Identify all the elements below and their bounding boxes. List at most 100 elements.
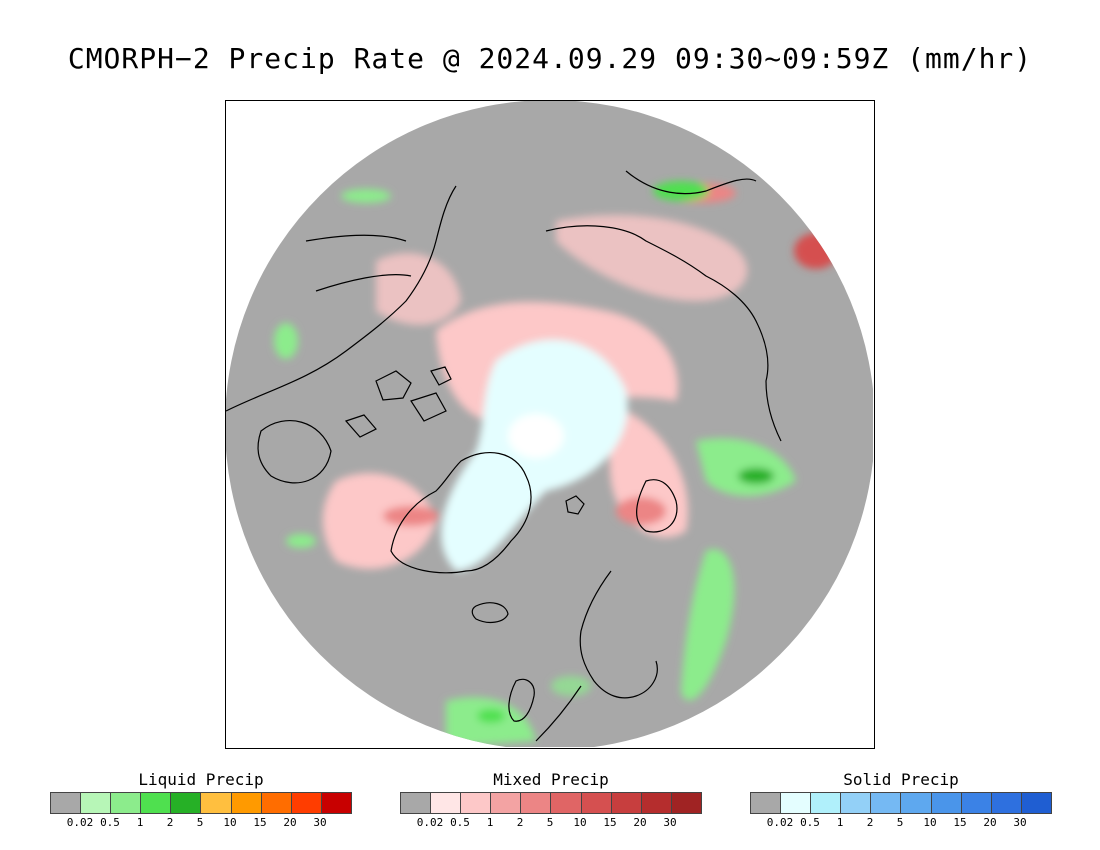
europe-coast [535, 685, 582, 742]
legend-tick-label: 15 [953, 816, 967, 829]
legend-tick-label: 1 [486, 816, 494, 829]
precip-area-canada-mixed [376, 253, 461, 325]
legend-swatch [51, 793, 82, 813]
legend-swatch [171, 793, 202, 813]
legend-swatch [811, 793, 842, 813]
precip-area-kamchatka-mixed-heavy [794, 233, 838, 269]
legend-swatch [781, 793, 812, 813]
legend-tick-label: 5 [196, 816, 204, 829]
map-frame [225, 100, 875, 749]
precip-area-davis-mixed-heavy [383, 506, 439, 526]
legend-colorbar [400, 792, 702, 814]
canadian-archipelago [344, 366, 452, 438]
precip-area-hudson-liquid [274, 323, 298, 359]
legend-swatch [261, 793, 292, 813]
legend-swatch [491, 793, 522, 813]
legend-swatch [551, 793, 582, 813]
legend-swatch [461, 793, 492, 813]
legend-swatch [141, 793, 172, 813]
legend-ticks: 0.02 0.5 1 2 5 10 15 20 30 [400, 814, 702, 829]
legend-tick-label: 30 [1013, 816, 1027, 829]
legend-tick-label: 0.02 [766, 816, 794, 829]
legend-tick-label: 1 [836, 816, 844, 829]
legend-tick-label: 1 [136, 816, 144, 829]
legend-tick-label: 5 [896, 816, 904, 829]
legend-swatch [901, 793, 932, 813]
precip-area-siberia-liquid-heavy [738, 468, 774, 484]
siberia-coast [545, 225, 782, 442]
legend-swatch [81, 793, 112, 813]
legend-title: Solid Precip [843, 770, 959, 789]
legend-swatch [1021, 793, 1051, 813]
svalbard-outline [565, 495, 585, 515]
legend-solid-precip: Solid Precip 0.02 0.5 1 2 5 10 15 20 30 [750, 770, 1052, 829]
legend-tick-label: 0.02 [66, 816, 94, 829]
hudson-bay [257, 420, 332, 484]
legend-liquid-precip: Liquid Precip 0.02 0.5 1 2 5 10 15 20 30 [50, 770, 352, 829]
iceland-outline [471, 602, 509, 624]
legend-tick-label: 30 [313, 816, 327, 829]
precip-area-urals-liquid [681, 549, 735, 701]
legend-tick-label: 2 [166, 816, 174, 829]
novaya-zemlya [636, 479, 678, 533]
legend-tick-label: 20 [283, 816, 297, 829]
legend-tick-label: 0.5 [100, 816, 120, 829]
precip-area-siberian-mixed [556, 215, 748, 301]
legend-swatch [581, 793, 612, 813]
legend-ticks: 0.02 0.5 1 2 5 10 15 20 30 [750, 814, 1052, 829]
legend-colorbar [750, 792, 1052, 814]
precip-area-pacific-liquid [341, 189, 391, 203]
alaska-coast [305, 234, 412, 292]
map-title: CMORPH−2 Precip Rate @ 2024.09.29 09:30~… [67, 42, 1033, 75]
precip-area-scandinavia-liquid [551, 676, 591, 696]
legend-title: Liquid Precip [138, 770, 264, 789]
legend-tick-label: 5 [546, 816, 554, 829]
legend-tick-label: 2 [866, 816, 874, 829]
legend-ticks: 0.02 0.5 1 2 5 10 15 20 30 [50, 814, 352, 829]
legend-tick-label: 20 [633, 816, 647, 829]
legend-tick-label: 30 [663, 816, 677, 829]
legend-swatch [641, 793, 672, 813]
legend-tick-label: 10 [223, 816, 237, 829]
legend-tick-label: 0.5 [450, 816, 470, 829]
legend-swatch [231, 793, 262, 813]
precip-area-labrador-liquid [286, 534, 316, 548]
legend-swatch [521, 793, 552, 813]
legend-swatch [611, 793, 642, 813]
legend-swatch [321, 793, 351, 813]
legend-tick-label: 20 [983, 816, 997, 829]
legend-swatch [841, 793, 872, 813]
coastlines [226, 170, 782, 742]
legend-swatch [931, 793, 962, 813]
legend-swatch [291, 793, 322, 813]
legend-tick-label: 0.02 [416, 816, 444, 829]
legend-swatch [671, 793, 701, 813]
legend-swatch [991, 793, 1022, 813]
legend-colorbar [50, 792, 352, 814]
legend-mixed-precip: Mixed Precip 0.02 0.5 1 2 5 10 15 20 30 [400, 770, 702, 829]
greenland-outline [390, 452, 532, 574]
legend-swatch [201, 793, 232, 813]
legend-tick-label: 0.5 [800, 816, 820, 829]
legend-swatch [961, 793, 992, 813]
legend-title: Mixed Precip [493, 770, 609, 789]
precip-area-okhotsk-liquid [653, 181, 709, 201]
legend-swatch [401, 793, 432, 813]
north-america-coast [226, 185, 457, 412]
legend-swatch [871, 793, 902, 813]
legend-tick-label: 15 [253, 816, 267, 829]
precip-area-uk-liquid-heavy [477, 709, 505, 723]
legend-swatch [431, 793, 462, 813]
uk-outline [508, 678, 535, 722]
legend-tick-label: 10 [923, 816, 937, 829]
precip-area-siberia-liquid [696, 438, 796, 496]
scandinavia-coast [579, 570, 658, 699]
precip-area-pole-solid [508, 414, 564, 458]
kamchatka-coast [625, 170, 757, 195]
legend-tick-label: 2 [516, 816, 524, 829]
legend-swatch [751, 793, 782, 813]
polar-precip-map [226, 101, 873, 747]
precip-area-baffin-mixed [322, 473, 436, 569]
precip-area-kara-mixed-heavy [616, 497, 666, 525]
legend-swatch [111, 793, 142, 813]
